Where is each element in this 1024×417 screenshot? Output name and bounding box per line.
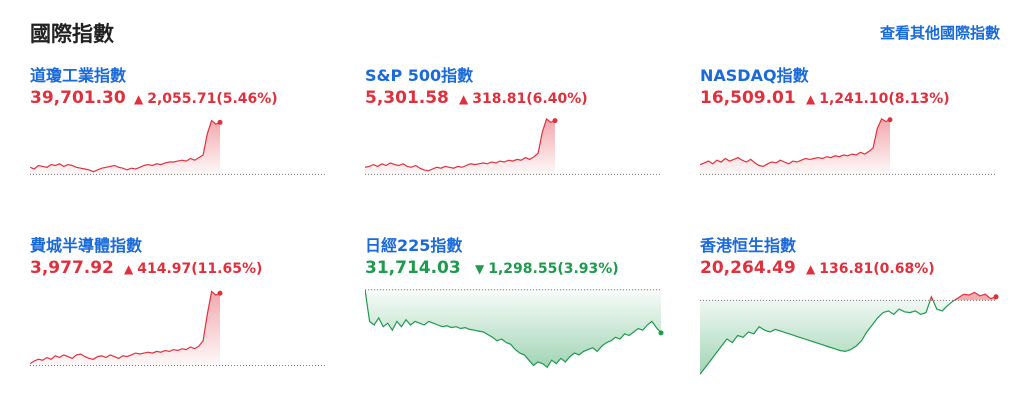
index-change: ▼ 1,298.55(3.93%) [475, 261, 619, 277]
sparkline-chart [30, 119, 326, 175]
up-arrow-icon: ▲ [806, 92, 816, 106]
index-change: ▲ 2,055.71(5.46%) [134, 91, 278, 107]
up-arrow-icon: ▲ [124, 262, 134, 276]
last-point-dot [217, 290, 223, 296]
sparkline-area-down [700, 300, 996, 375]
index-change-value: 1,241.10(8.13%) [819, 91, 950, 107]
last-point-dot [552, 118, 558, 124]
index-card-hsi[interactable]: 香港恒生指數 20,264.49 ▲ 136.81(0.68%) [700, 232, 1000, 397]
index-card-dji[interactable]: 道瓊工業指數 39,701.30 ▲ 2,055.71(5.46%) [30, 62, 330, 227]
index-card-sp500[interactable]: S&P 500指數 5,301.58 ▲ 318.81(6.40%) [365, 62, 665, 227]
sparkline-line-down [700, 300, 956, 375]
index-change: ▲ 136.81(0.68%) [806, 261, 935, 277]
last-point-dot [887, 117, 893, 123]
index-change: ▲ 318.81(6.40%) [459, 91, 588, 107]
index-price: 16,509.01 [700, 88, 796, 108]
sparkline-line-up [30, 119, 221, 173]
up-arrow-icon: ▲ [806, 262, 816, 276]
last-point-dot [993, 294, 999, 300]
index-change-value: 414.97(11.65%) [137, 261, 263, 277]
last-point-dot [658, 330, 664, 336]
sparkline-area-down [365, 289, 661, 368]
sparkline-line-down [365, 289, 661, 369]
sparkline-chart [700, 117, 996, 175]
index-price: 31,714.03 [365, 258, 461, 278]
index-change-value: 318.81(6.40%) [472, 91, 588, 107]
more-indices-link[interactable]: 查看其他國際指數 [879, 24, 1000, 42]
down-arrow-icon: ▼ [475, 262, 485, 276]
up-arrow-icon: ▲ [459, 92, 469, 106]
last-point-dot [217, 119, 223, 125]
index-name-link[interactable]: 日經225指數 [365, 236, 463, 255]
index-price: 3,977.92 [30, 258, 114, 278]
up-arrow-icon: ▲ [134, 92, 144, 106]
index-price: 39,701.30 [30, 88, 126, 108]
index-name-link[interactable]: S&P 500指數 [365, 66, 474, 85]
index-change-value: 136.81(0.68%) [819, 261, 935, 277]
index-change: ▲ 414.97(11.65%) [124, 261, 262, 277]
index-card-nasdaq[interactable]: NASDAQ指數 16,509.01 ▲ 1,241.10(8.13%) [700, 62, 1000, 227]
index-name-link[interactable]: 道瓊工業指數 [30, 66, 127, 85]
index-card-sox[interactable]: 費城半導體指數 3,977.92 ▲ 414.97(11.65%) [30, 232, 330, 397]
index-name-link[interactable]: NASDAQ指數 [700, 66, 809, 85]
sparkline-line-up [700, 118, 891, 168]
sparkline-area-up [700, 118, 890, 175]
sparkline-area-up [930, 292, 996, 301]
index-price: 20,264.49 [700, 258, 796, 278]
index-name-link[interactable]: 香港恒生指數 [700, 236, 797, 255]
index-price: 5,301.58 [365, 88, 449, 108]
sparkline-chart [30, 290, 326, 366]
index-card-nikkei[interactable]: 日經225指數 31,714.03 ▼ 1,298.55(3.93%) [365, 232, 665, 397]
index-change-value: 1,298.55(3.93%) [488, 261, 619, 277]
index-name-link[interactable]: 費城半導體指數 [30, 236, 143, 255]
index-change-value: 2,055.71(5.46%) [147, 91, 278, 107]
sparkline-chart [365, 117, 661, 175]
sparkline-line-up [30, 290, 221, 365]
sparkline-chart [700, 291, 999, 375]
page-title: 國際指數 [30, 22, 114, 46]
sparkline-area-up [30, 291, 220, 366]
sparkline-line-up [365, 117, 556, 172]
sparkline-area-up [30, 120, 220, 175]
sparkline-area-up [365, 118, 555, 175]
index-change: ▲ 1,241.10(8.13%) [806, 91, 950, 107]
sparkline-chart [365, 289, 664, 369]
